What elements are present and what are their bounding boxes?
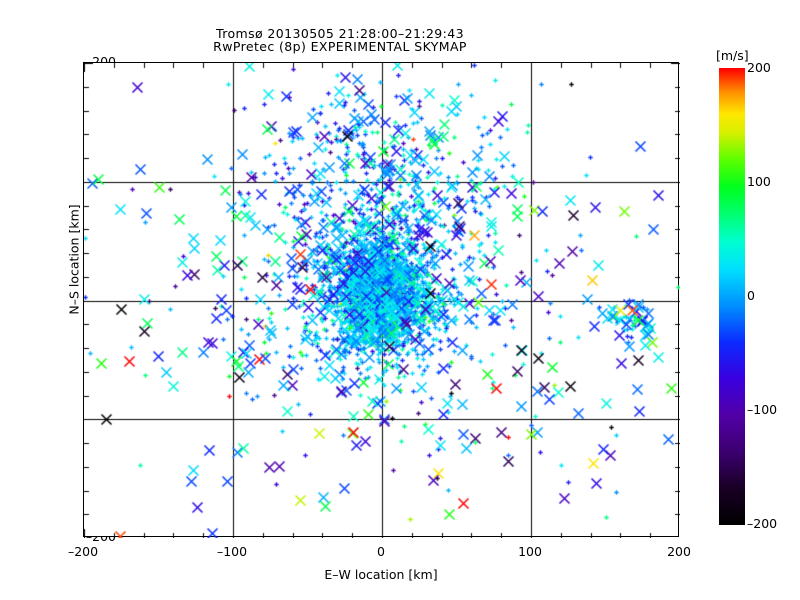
scatter-plot-canvas[interactable] <box>84 63 680 538</box>
title-line-2: RwPretec (8p) EXPERIMENTAL SKYMAP <box>213 39 467 54</box>
x-tick-label: 0 <box>377 544 385 559</box>
x-tick-label: 100 <box>518 544 542 559</box>
x-tick-label: –100 <box>216 544 248 559</box>
colorbar-tick-label: 100 <box>747 174 771 189</box>
title-line-1: Tromsø 20130505 21:28:00–21:29:43 <box>216 26 464 41</box>
colorbar-tick-label: –200 <box>747 516 778 531</box>
y-axis-title: N–S location [km] <box>66 204 82 315</box>
figure-title: Tromsø 20130505 21:28:00–21:29:43 RwPret… <box>0 27 680 53</box>
colorbar-tick-label: 200 <box>747 60 771 75</box>
x-tick-label: –200 <box>67 544 99 559</box>
colorbar-canvas <box>719 68 745 525</box>
x-axis-title: E–W location [km] <box>324 567 438 582</box>
x-tick-label: 200 <box>667 544 691 559</box>
colorbar-title: [m/s] <box>716 48 749 63</box>
colorbar-tick-label: –100 <box>747 402 778 417</box>
colorbar-tick-label: 0 <box>747 288 755 303</box>
colorbar-gradient <box>719 68 745 525</box>
plot-area[interactable] <box>83 62 680 538</box>
